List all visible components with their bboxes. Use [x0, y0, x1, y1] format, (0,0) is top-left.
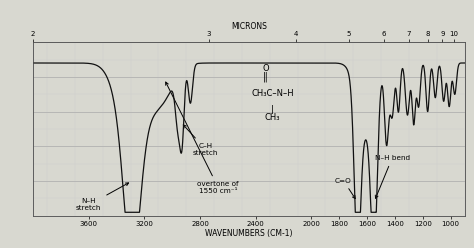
- Text: O: O: [262, 64, 269, 73]
- Text: overtone of
1550 cm⁻¹: overtone of 1550 cm⁻¹: [166, 82, 239, 194]
- X-axis label: WAVENUMBERS (CM-1): WAVENUMBERS (CM-1): [205, 229, 292, 238]
- Text: |: |: [271, 105, 274, 114]
- Text: ‖: ‖: [263, 72, 268, 82]
- Text: CH₃: CH₃: [265, 113, 280, 122]
- Text: CH₃C–N–H: CH₃C–N–H: [251, 89, 294, 98]
- X-axis label: MICRONS: MICRONS: [231, 22, 267, 31]
- Text: N–H bend: N–H bend: [374, 155, 410, 198]
- Text: C–H
stretch: C–H stretch: [183, 125, 219, 156]
- Text: N–H
stretch: N–H stretch: [76, 183, 128, 211]
- Text: C=O: C=O: [335, 178, 356, 199]
